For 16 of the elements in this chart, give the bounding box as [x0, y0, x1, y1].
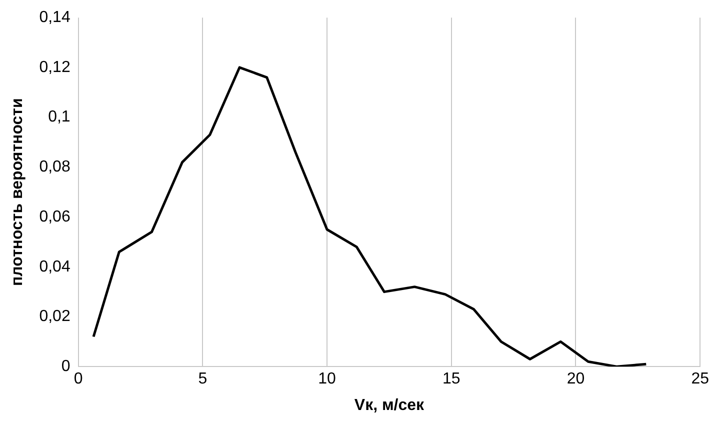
y-tick-label: 0,1 [48, 108, 70, 126]
x-tick-label: 25 [691, 370, 710, 388]
y-axis-title: плотность вероятности [9, 98, 26, 286]
x-axis-title: Vк, м/сек [354, 396, 426, 414]
x-tick-label: 10 [318, 370, 336, 388]
y-tick-label: 0,04 [39, 258, 70, 276]
y-tick-label: 0,08 [39, 158, 70, 176]
x-tick-label: 0 [74, 370, 83, 388]
y-tick-label: 0,06 [39, 208, 70, 226]
y-tick-label: 0,12 [39, 58, 70, 76]
y-tick-label: 0 [61, 358, 70, 376]
y-tick-label: 0,02 [39, 308, 70, 326]
x-tick-label: 15 [442, 370, 460, 388]
x-tick-label: 20 [566, 370, 585, 388]
x-tick-label: 5 [198, 370, 208, 388]
y-tick-label: 0,14 [39, 9, 70, 26]
